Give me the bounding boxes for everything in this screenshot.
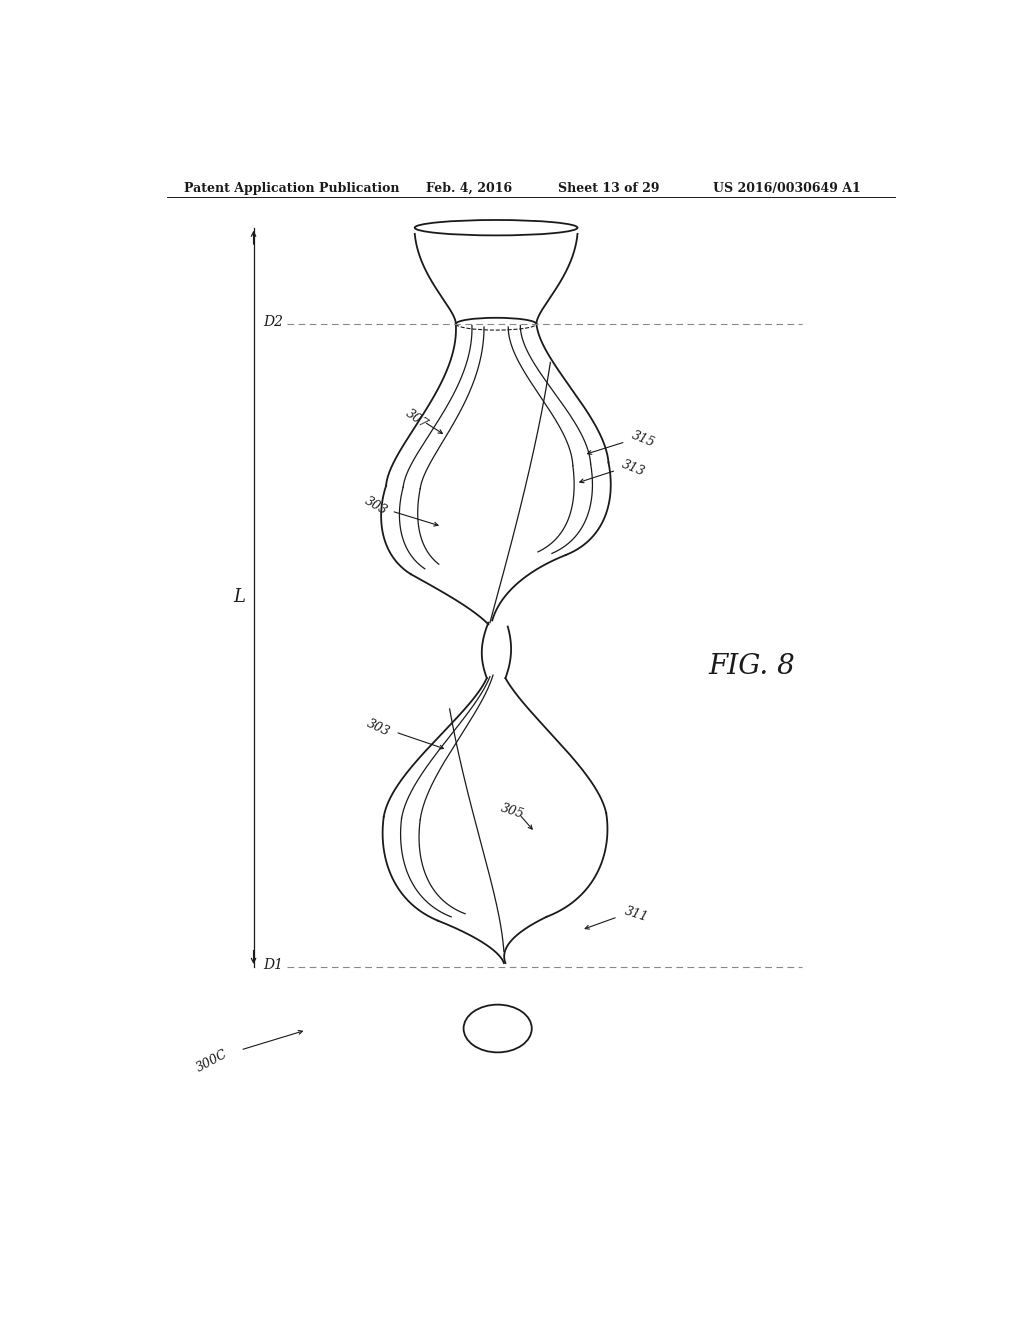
Text: D1: D1 [263, 958, 283, 973]
Text: 307: 307 [403, 407, 430, 430]
Text: US 2016/0030649 A1: US 2016/0030649 A1 [713, 182, 861, 194]
Text: 300C: 300C [194, 1047, 229, 1074]
Text: 303: 303 [362, 495, 389, 517]
Text: D2: D2 [263, 315, 283, 330]
Text: 305: 305 [499, 801, 525, 821]
Text: FIG. 8: FIG. 8 [709, 653, 796, 680]
Text: 311: 311 [623, 904, 649, 924]
Text: Sheet 13 of 29: Sheet 13 of 29 [558, 182, 659, 194]
Text: 313: 313 [621, 458, 647, 478]
Text: Patent Application Publication: Patent Application Publication [183, 182, 399, 194]
Text: Feb. 4, 2016: Feb. 4, 2016 [426, 182, 512, 194]
Text: 315: 315 [630, 429, 657, 450]
Text: 303: 303 [365, 717, 391, 739]
Text: L: L [233, 589, 246, 606]
